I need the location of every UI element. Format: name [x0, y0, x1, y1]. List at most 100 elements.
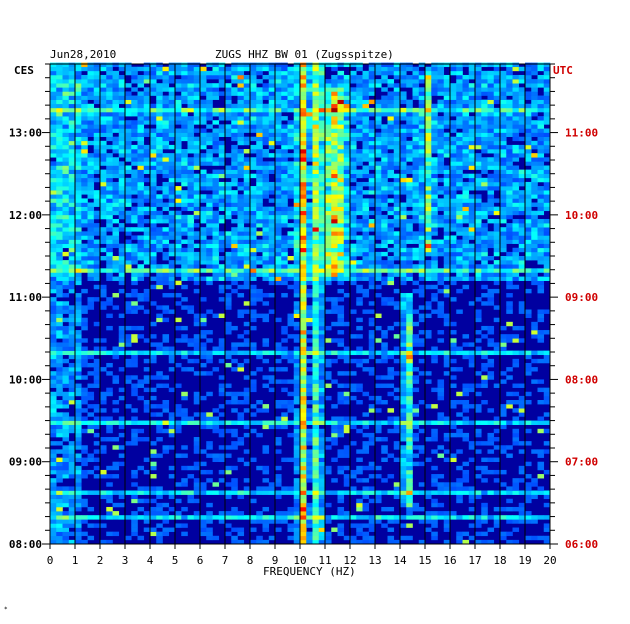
- spectrogram-cell: [337, 268, 345, 273]
- spectrogram-cell: [387, 181, 395, 187]
- spectrogram-cell: [293, 416, 301, 421]
- spectrogram-cell: [512, 519, 520, 524]
- spectrogram-cell: [131, 247, 138, 253]
- spectrogram-cell: [181, 190, 188, 195]
- spectrogram-cell: [287, 235, 295, 240]
- spectrogram-cell: [456, 268, 463, 273]
- spectrogram-cell: [362, 210, 370, 216]
- spectrogram-cell: [406, 416, 413, 421]
- spectrogram-cell: [400, 313, 407, 319]
- spectrogram-cell: [250, 457, 257, 463]
- spectrogram-cell: [381, 251, 388, 257]
- spectrogram-cell: [243, 260, 251, 265]
- spectrogram-cell: [487, 276, 495, 281]
- spectrogram-cell: [300, 482, 307, 487]
- spectrogram-cell: [475, 404, 482, 409]
- spectrogram-cell: [75, 305, 82, 310]
- spectrogram-cell: [131, 268, 138, 273]
- spectrogram-cell: [193, 251, 201, 257]
- spectrogram-cell: [275, 140, 282, 146]
- spectrogram-cell: [243, 420, 251, 425]
- spectrogram-cell: [62, 474, 70, 479]
- spectrogram-cell: [125, 301, 132, 306]
- spectrogram-cell: [168, 432, 176, 438]
- spectrogram-cell: [212, 350, 220, 356]
- spectrogram-cell: [243, 136, 251, 142]
- spectrogram-cell: [150, 186, 157, 191]
- spectrogram-cell: [406, 375, 413, 380]
- spectrogram-cell: [87, 140, 95, 146]
- spectrogram-cell: [193, 268, 201, 273]
- spectrogram-cell: [350, 420, 357, 425]
- spectrogram-cell: [50, 190, 57, 195]
- spectrogram-cell: [168, 268, 176, 273]
- spectrogram-cell: [237, 165, 245, 170]
- spectrogram-cell: [487, 325, 495, 331]
- spectrogram-cell: [131, 383, 138, 388]
- spectrogram-cell: [68, 153, 76, 158]
- spectrogram-cell: [312, 136, 320, 142]
- spectrogram-cell: [300, 202, 307, 207]
- spectrogram-cell: [531, 325, 538, 331]
- spectrogram-cell: [237, 400, 245, 405]
- spectrogram-cell: [362, 539, 370, 545]
- spectrogram-cell: [181, 268, 188, 273]
- spectrogram-cell: [156, 420, 163, 425]
- spectrogram-cell: [281, 132, 288, 137]
- spectrogram-cell: [231, 445, 238, 450]
- spectrogram-cell: [293, 387, 301, 393]
- spectrogram-cell: [412, 165, 420, 170]
- spectrogram-cell: [268, 210, 276, 216]
- spectrogram-cell: [237, 490, 245, 495]
- spectrogram-cell: [462, 132, 470, 137]
- spectrogram-cell: [68, 511, 76, 516]
- spectrogram-cell: [193, 260, 201, 265]
- spectrogram-cell: [131, 498, 138, 504]
- spectrogram-cell: [75, 157, 82, 162]
- spectrogram-cell: [87, 469, 95, 475]
- spectrogram-cell: [168, 264, 176, 269]
- spectrogram-cell: [50, 177, 57, 183]
- spectrogram-cell: [443, 276, 451, 281]
- spectrogram-cell: [118, 194, 126, 199]
- spectrogram-cell: [281, 276, 288, 281]
- spectrogram-cell: [306, 186, 313, 191]
- spectrogram-cell: [318, 181, 326, 187]
- spectrogram-cell: [318, 157, 326, 162]
- spectrogram-cell: [331, 190, 338, 195]
- spectrogram-cell: [306, 391, 313, 397]
- spectrogram-cell: [481, 132, 488, 137]
- spectrogram-cell: [50, 165, 57, 170]
- spectrogram-cell: [137, 264, 145, 269]
- spectrogram-cell: [193, 342, 201, 347]
- spectrogram-cell: [62, 375, 70, 380]
- spectrogram-cell: [118, 169, 126, 175]
- spectrogram-cell: [137, 334, 145, 339]
- spectrogram-cell: [375, 437, 382, 442]
- spectrogram-cell: [493, 153, 501, 158]
- spectrogram-cell: [93, 198, 101, 203]
- spectrogram-cell: [56, 272, 63, 277]
- spectrogram-cell: [306, 144, 313, 150]
- spectrogram-cell: [193, 276, 201, 281]
- spectrogram-cell: [56, 486, 63, 491]
- spectrogram-cell: [87, 535, 95, 541]
- spectrogram-cell: [525, 227, 532, 232]
- spectrogram-cell: [400, 383, 407, 388]
- spectrogram-cell: [275, 177, 282, 183]
- spectrogram-cell: [200, 256, 207, 261]
- spectrogram-cell: [481, 181, 488, 187]
- spectrogram-cell: [368, 432, 376, 438]
- spectrogram-cell: [231, 260, 238, 265]
- spectrogram-cell: [193, 165, 201, 170]
- spectrogram-cell: [250, 404, 257, 409]
- spectrogram-cell: [500, 190, 507, 195]
- spectrogram-cell: [100, 149, 107, 154]
- spectrogram-cell: [131, 276, 138, 281]
- spectrogram-cell: [100, 128, 107, 133]
- spectrogram-cell: [537, 231, 545, 236]
- spectrogram-cell: [150, 161, 157, 166]
- spectrogram-cell: [100, 445, 107, 450]
- spectrogram-cell: [450, 486, 457, 491]
- spectrogram-cell: [56, 432, 63, 438]
